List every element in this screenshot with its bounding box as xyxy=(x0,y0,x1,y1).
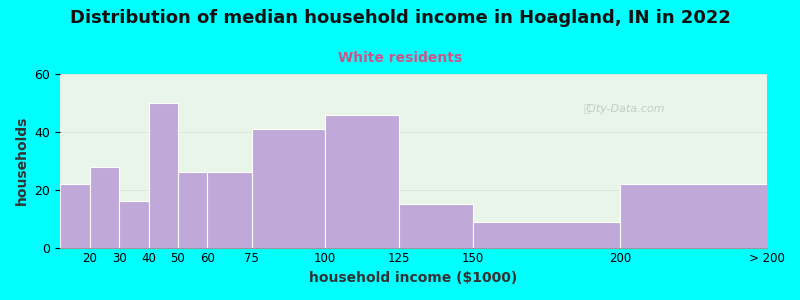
Bar xyxy=(119,201,149,248)
X-axis label: household income ($1000): household income ($1000) xyxy=(310,271,518,285)
Bar xyxy=(90,167,119,248)
Bar xyxy=(178,172,207,248)
Bar xyxy=(60,184,90,248)
Bar xyxy=(326,115,399,248)
Text: White residents: White residents xyxy=(338,51,462,65)
Bar xyxy=(473,221,620,248)
Text: City-Data.com: City-Data.com xyxy=(586,104,666,114)
Bar xyxy=(252,129,326,248)
Text: 🌐: 🌐 xyxy=(583,104,590,114)
Text: Distribution of median household income in Hoagland, IN in 2022: Distribution of median household income … xyxy=(70,9,730,27)
Bar xyxy=(149,103,178,247)
Bar xyxy=(399,204,473,248)
Bar xyxy=(207,172,252,248)
Y-axis label: households: households xyxy=(15,116,29,206)
Bar xyxy=(620,184,767,248)
